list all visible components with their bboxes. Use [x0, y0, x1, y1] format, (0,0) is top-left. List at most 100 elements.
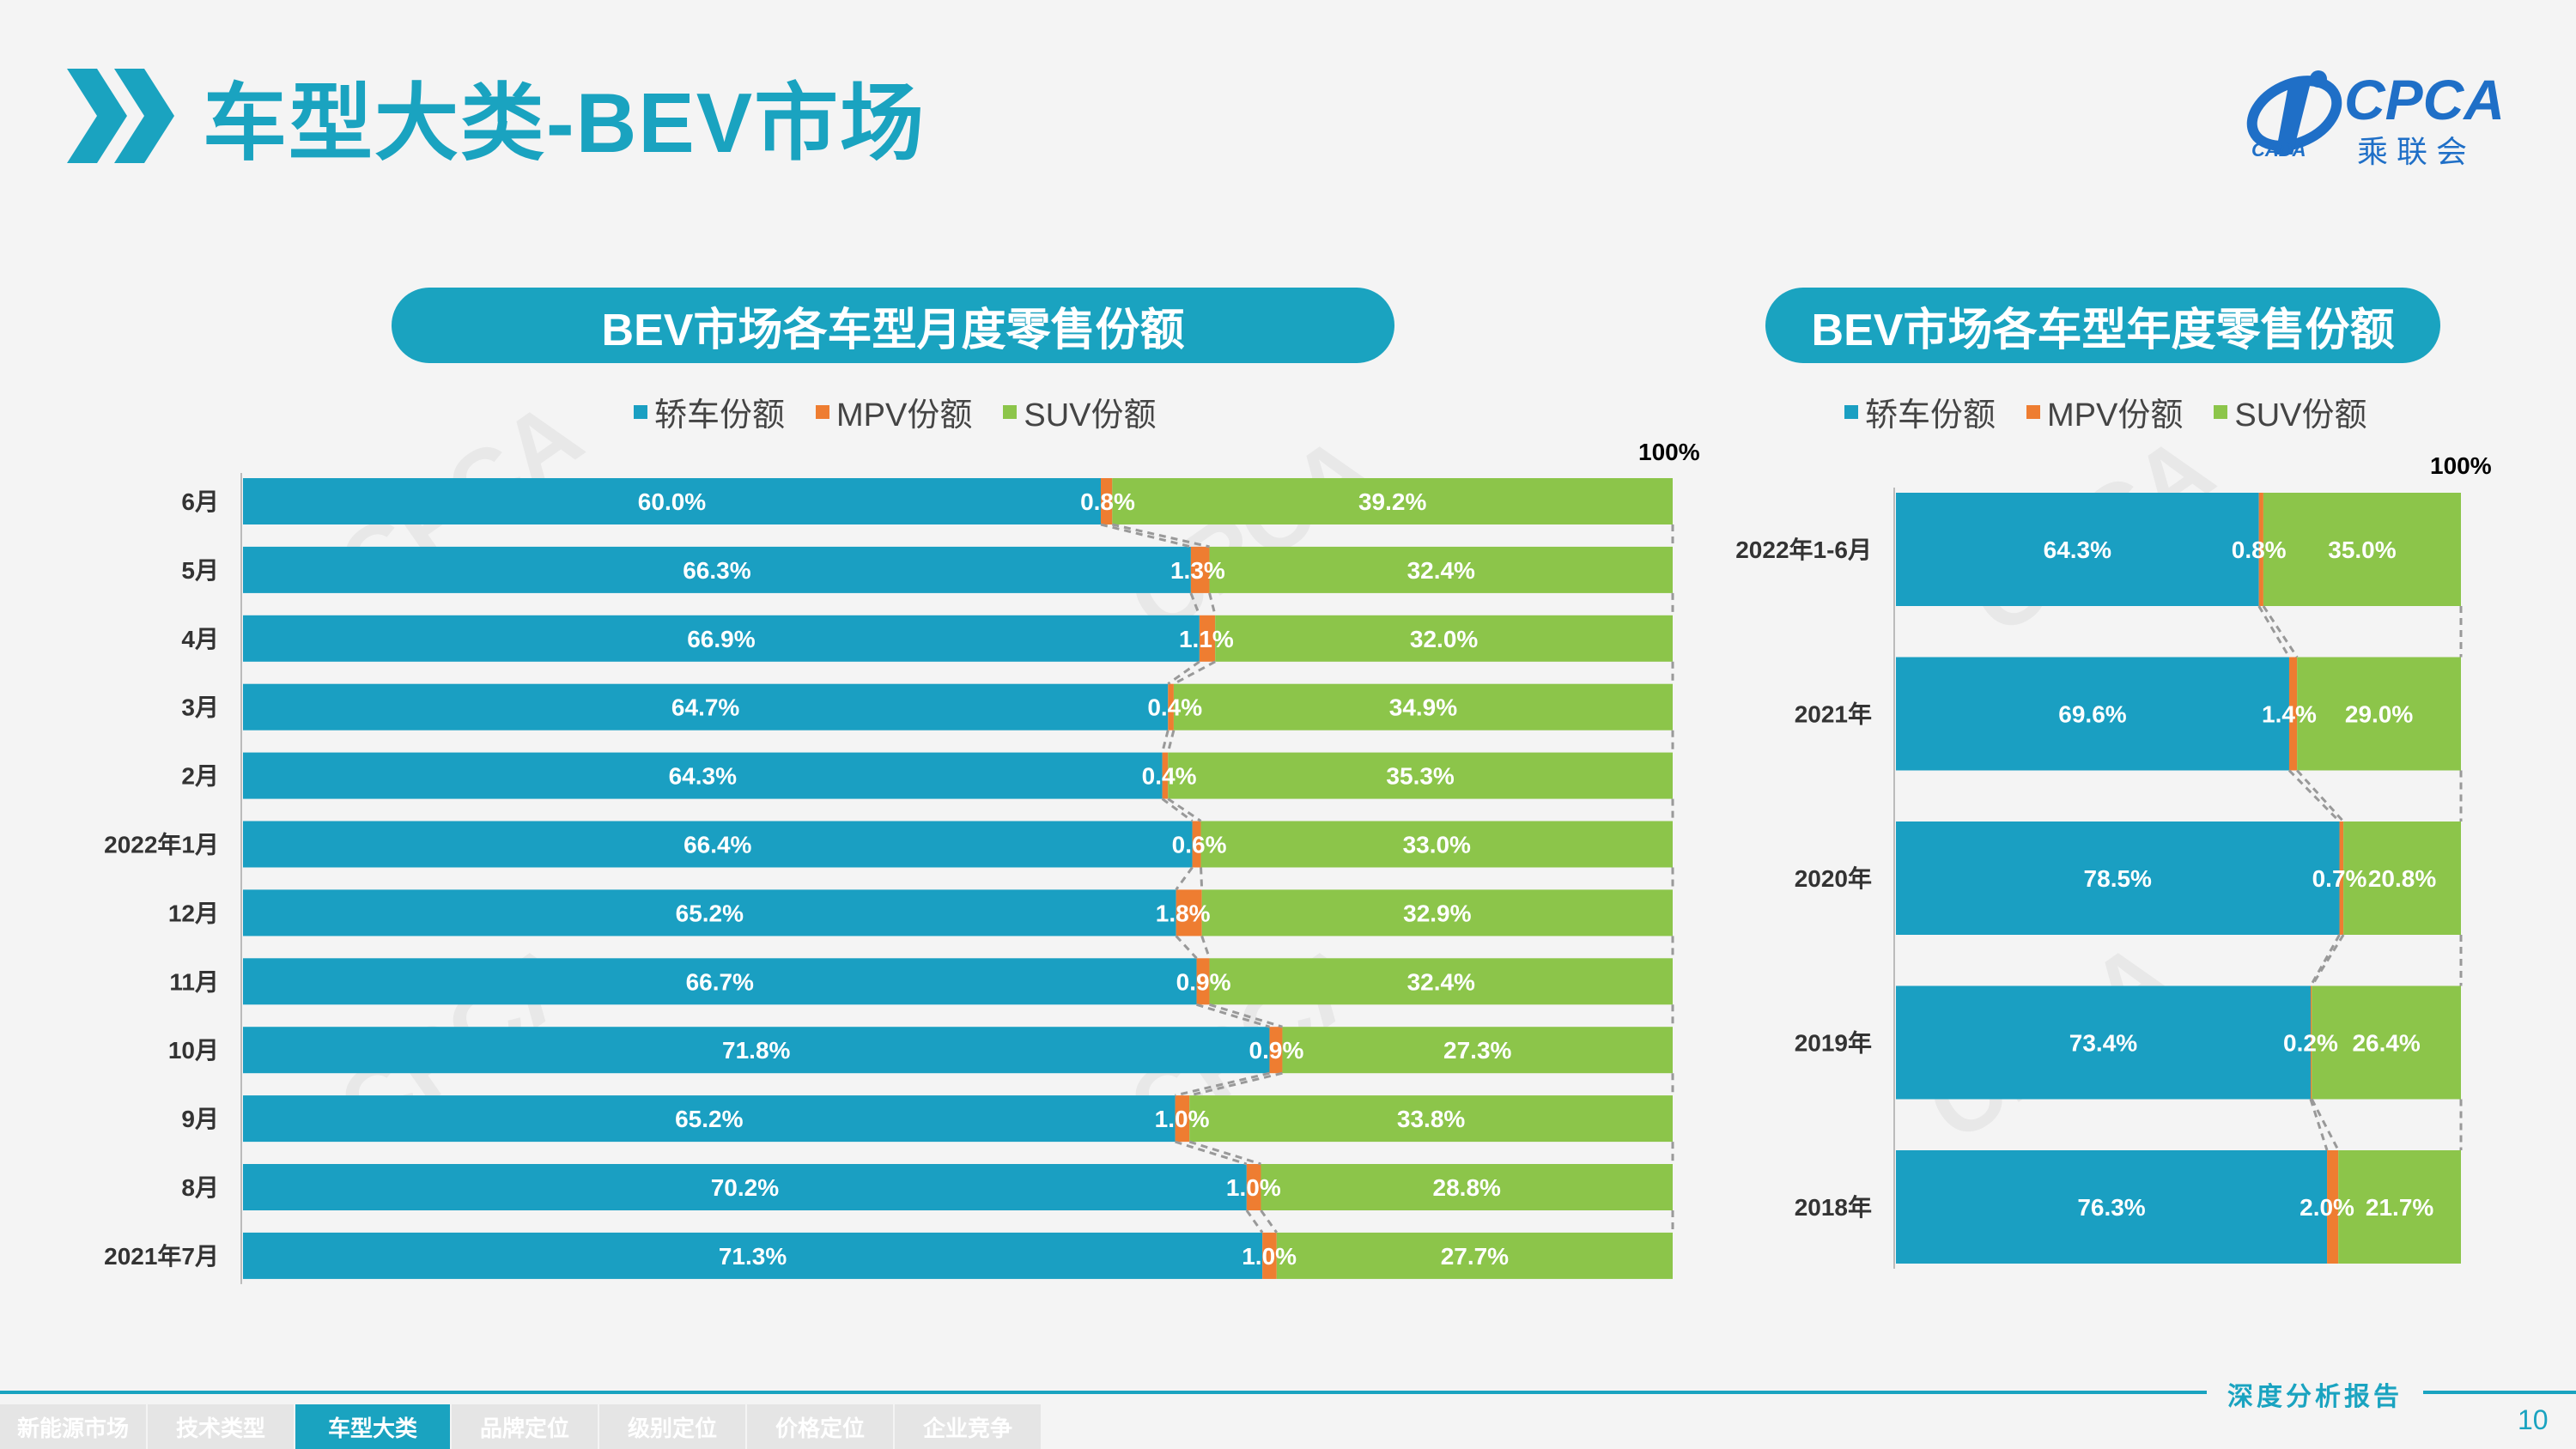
bar-segment [1176, 889, 1202, 937]
category-label: 2022年1-6月 [1735, 536, 1872, 563]
data-label: 66.4% [683, 832, 751, 858]
legend-item-suv: SUV份额 [1003, 388, 1157, 435]
bar-segment [1209, 958, 1673, 1005]
series-line [2287, 769, 2341, 823]
bar-segment [243, 1095, 1176, 1143]
footer-divider [0, 1391, 2576, 1394]
data-label: 27.7% [1441, 1243, 1509, 1270]
annual-chart-title: BEV市场各车型年度零售份额 [1765, 288, 2440, 363]
data-label: 20.8% [2368, 865, 2436, 892]
data-label: 78.5% [2084, 865, 2152, 892]
data-label: 32.9% [1403, 900, 1471, 926]
bar-segment [1201, 889, 1673, 937]
bar-segment [1190, 546, 1210, 593]
data-label: 35.3% [1386, 763, 1454, 790]
legend-item-mpv: MPV份额 [2026, 388, 2183, 435]
nav-tab[interactable]: 级别定位 [599, 1404, 745, 1449]
data-label: 1.0% [1155, 1106, 1210, 1132]
series-line [1175, 866, 1194, 891]
series-line [2311, 934, 2345, 987]
bar-segment [1896, 493, 2259, 606]
category-label: 2月 [181, 763, 219, 790]
series-line [2296, 769, 2345, 823]
series-line [2257, 605, 2291, 658]
series-line [1175, 1071, 1270, 1097]
legend-item-sedan: 轿车份额 [634, 388, 785, 435]
series-line [1209, 1003, 1283, 1028]
data-label: 29.0% [2345, 701, 2413, 728]
bar-segment [1173, 683, 1673, 731]
nav-tab[interactable]: 价格定位 [747, 1404, 893, 1449]
monthly-legend: 轿车份额 MPV份额 SUV份额 [634, 388, 1188, 435]
data-label: 0.2% [2283, 1030, 2338, 1057]
legend-item-mpv: MPV份额 [816, 388, 972, 435]
legend-swatch [2214, 404, 2228, 419]
series-line [1167, 660, 1200, 685]
data-label: 0.8% [2232, 537, 2287, 563]
nav-tab[interactable]: 企业竞争 [895, 1404, 1041, 1449]
page-title: 车型大类-BEV市场 [203, 76, 927, 170]
series-line [1161, 730, 1170, 753]
series-line [1167, 797, 1202, 822]
category-label: 12月 [168, 900, 219, 926]
data-label: 0.4% [1147, 694, 1202, 721]
bar-segment [1200, 821, 1673, 868]
bar-segment [243, 821, 1193, 868]
bar-segment [1175, 1095, 1190, 1143]
bar-segment [1896, 822, 2340, 935]
nav-tab[interactable]: 新能源市场 [0, 1404, 146, 1449]
bar-segment [1101, 478, 1113, 524]
bar-segment [1209, 546, 1673, 593]
category-label: 5月 [181, 557, 219, 584]
bar-segment [243, 889, 1176, 937]
data-label: 33.8% [1397, 1106, 1465, 1132]
nav-tab[interactable]: 品牌定位 [452, 1404, 598, 1449]
series-line [2262, 605, 2299, 658]
nav-tab[interactable]: 车型大类 [295, 1404, 450, 1449]
series-line [1100, 523, 1192, 549]
bar-segment [2343, 822, 2461, 935]
category-label: 6月 [181, 488, 219, 515]
double-chevron-icon [67, 69, 174, 163]
data-label: 32.4% [1407, 557, 1475, 584]
logo-caption: CADA [2251, 139, 2306, 161]
category-label: 8月 [181, 1174, 219, 1201]
legend-swatch [1844, 404, 1858, 419]
bar-segment [243, 752, 1163, 799]
bar-segment [1246, 1164, 1261, 1210]
nav-tab[interactable]: 技术类型 [148, 1404, 294, 1449]
data-label: 66.9% [687, 626, 755, 652]
legend-label: 轿车份额 [654, 397, 786, 433]
bar-segment [243, 1232, 1263, 1279]
legend-label: MPV份额 [836, 397, 973, 433]
data-label: 34.9% [1389, 694, 1457, 721]
category-label: 2022年1月 [104, 831, 219, 858]
data-label: 69.6% [2058, 701, 2126, 728]
logo-text: CPCA [2344, 68, 2506, 131]
series-line [1200, 867, 1204, 890]
data-label: 39.2% [1358, 488, 1426, 515]
series-line [1208, 592, 1217, 616]
bar-segment [2339, 822, 2344, 935]
bar-segment [243, 546, 1191, 593]
data-label: 71.8% [722, 1037, 790, 1064]
data-label: 65.2% [675, 1106, 743, 1132]
series-line [1200, 935, 1211, 959]
bar-segment [1276, 1232, 1673, 1279]
bar-segment [2258, 493, 2263, 606]
bar-segment [1215, 615, 1673, 662]
category-label: 10月 [168, 1037, 219, 1064]
data-label: 0.8% [1080, 488, 1135, 515]
series-line [1173, 660, 1216, 686]
bar-segment [1196, 958, 1210, 1005]
series-line [2309, 1099, 2329, 1151]
footer-tagline: 深度分析报告 [2207, 1375, 2423, 1413]
bar-segment [1199, 615, 1216, 662]
bar-segment [1162, 752, 1169, 799]
bar-segment [1282, 1027, 1673, 1074]
data-label: 28.8% [1433, 1174, 1501, 1201]
bar-segment [1168, 683, 1174, 731]
